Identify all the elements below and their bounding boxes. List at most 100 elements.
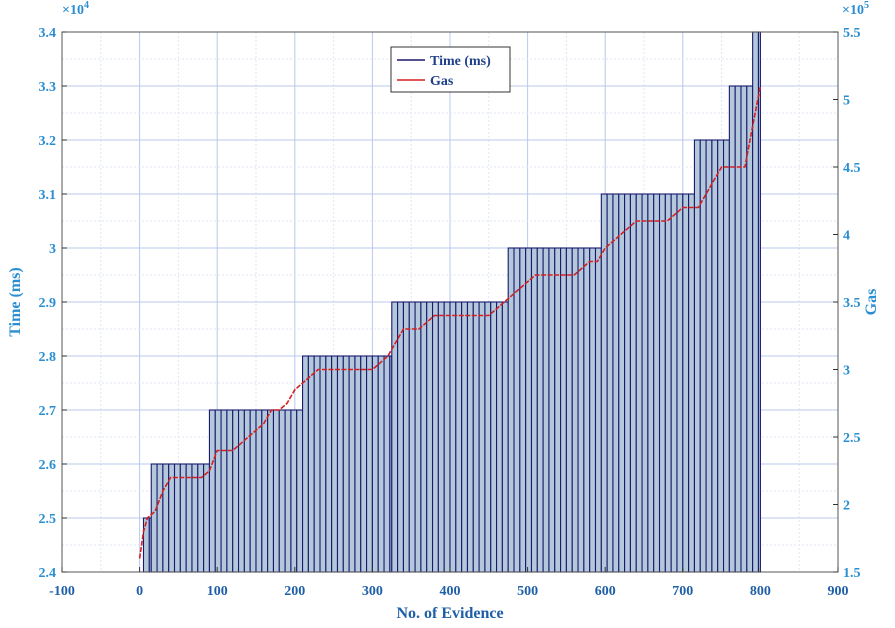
right-y-axis-label: Gas — [863, 289, 880, 316]
legend: Time (ms) Gas — [390, 46, 511, 93]
time-bars — [142, 31, 761, 573]
time-bar — [472, 301, 480, 573]
time-bar — [653, 193, 661, 573]
time-bar — [360, 355, 368, 573]
x-tick-label: 700 — [672, 584, 693, 599]
time-bar — [162, 463, 170, 573]
x-tick-label: 400 — [440, 584, 461, 599]
legend-box — [390, 46, 511, 93]
right-y-tick-label: 5.5 — [843, 26, 861, 41]
time-bar — [624, 193, 631, 573]
left-y-tick-label: 3 — [49, 242, 56, 257]
time-bar — [197, 463, 205, 573]
time-bar — [548, 247, 556, 573]
time-bar — [722, 139, 730, 573]
time-bar — [583, 247, 591, 573]
left-y-tick-label: 2.9 — [39, 296, 57, 311]
time-bar — [420, 301, 428, 573]
time-bar — [226, 409, 234, 573]
time-bar — [255, 409, 263, 573]
time-bar — [658, 193, 666, 573]
time-bar — [682, 193, 690, 573]
gas-line — [138, 85, 762, 559]
x-axis-ticks: -100 0 100 200 300 400 500 600 700 800 900 — [49, 567, 849, 599]
time-bar — [554, 247, 562, 573]
time-bar — [536, 247, 544, 573]
time-bar — [313, 355, 321, 573]
legend-time-label: Time (ms) — [430, 54, 491, 69]
right-y-tick-label: 2 — [843, 499, 850, 514]
time-bar — [348, 355, 356, 573]
time-bar — [449, 301, 457, 573]
time-bar — [647, 193, 655, 573]
time-bar — [237, 409, 245, 573]
time-bar — [290, 409, 298, 573]
time-bar — [717, 139, 725, 573]
time-bar — [232, 409, 240, 573]
right-y-tick-label: 1.5 — [843, 566, 861, 581]
time-bar — [302, 355, 309, 573]
time-bar — [284, 409, 292, 573]
time-bar — [466, 301, 474, 573]
time-bar — [670, 193, 678, 573]
time-bar — [354, 355, 362, 573]
time-bar — [278, 409, 286, 573]
gas-line-layer — [138, 85, 762, 559]
time-bar — [688, 193, 695, 573]
right-y-axis-ticks: 1.5 2 2.5 3 3.5 4 4.5 5 5.5 — [833, 26, 861, 581]
left-y-tick-label: 3.3 — [39, 80, 57, 95]
time-bar — [571, 247, 579, 573]
left-y-tick-label: 2.6 — [39, 458, 57, 473]
x-tick-label: -100 — [49, 584, 75, 599]
time-bar — [366, 355, 373, 573]
time-bar — [431, 301, 439, 573]
time-bar — [699, 139, 707, 573]
right-y-tick-label: 4.5 — [843, 161, 861, 176]
time-bar — [331, 355, 339, 573]
time-bar — [203, 463, 210, 573]
legend-gas-label: Gas — [430, 74, 454, 89]
time-bar — [641, 193, 649, 573]
time-bar — [746, 85, 754, 573]
time-bar — [676, 193, 684, 573]
time-bar — [220, 409, 228, 573]
right-y-tick-label: 3 — [843, 364, 850, 379]
left-y-tick-label: 3.1 — [39, 188, 57, 203]
time-bar — [214, 409, 222, 573]
time-bar — [307, 355, 315, 573]
time-bar — [319, 355, 327, 573]
x-tick-label: 900 — [828, 584, 849, 599]
time-bar — [693, 139, 701, 573]
left-y-tick-label: 2.7 — [39, 404, 57, 419]
time-bar — [496, 301, 503, 573]
left-y-axis-label: Time (ms) — [7, 267, 24, 336]
time-bar — [150, 463, 158, 573]
time-bar — [461, 301, 469, 573]
x-tick-label: 0 — [136, 584, 143, 599]
left-y-tick-label: 2.4 — [39, 566, 57, 581]
time-bar — [208, 409, 216, 573]
x-tick-label: 200 — [284, 584, 305, 599]
time-bar — [342, 355, 350, 573]
time-bar — [426, 301, 434, 573]
time-bar — [565, 247, 573, 573]
right-y-tick-label: 3.5 — [843, 296, 861, 311]
time-bar — [179, 463, 187, 573]
time-bar — [519, 247, 527, 573]
time-bar — [296, 409, 304, 573]
time-bar — [397, 301, 404, 573]
time-bar — [377, 355, 385, 573]
left-y-tick-label: 2.5 — [39, 512, 57, 527]
time-bar — [267, 409, 275, 573]
time-bar — [606, 193, 614, 573]
right-y-tick-label: 2.5 — [843, 431, 861, 446]
time-bar — [560, 247, 567, 573]
left-y-tick-label: 2.8 — [39, 350, 57, 365]
left-multiplier: ×104 — [62, 0, 89, 18]
time-bar — [191, 463, 199, 573]
x-tick-label: 500 — [517, 584, 538, 599]
x-tick-label: 800 — [750, 584, 771, 599]
time-bar — [577, 247, 585, 573]
time-bar — [629, 193, 637, 573]
